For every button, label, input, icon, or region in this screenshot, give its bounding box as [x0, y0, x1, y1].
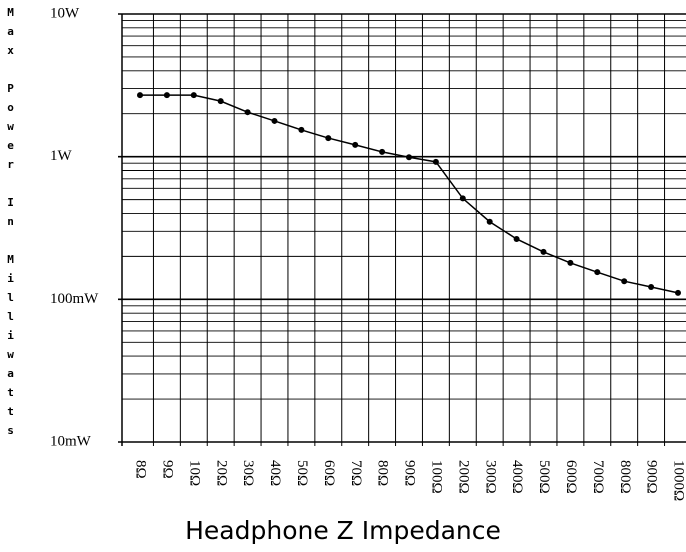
x-tick-label: 20Ω	[213, 460, 229, 486]
point	[406, 154, 412, 161]
x-tick-label: 10Ω	[186, 460, 202, 486]
point	[621, 278, 628, 285]
x-tick-label: 90Ω	[402, 460, 418, 486]
point	[298, 126, 305, 133]
point	[325, 135, 332, 142]
point	[379, 148, 386, 155]
x-tick-label: 900Ω	[644, 460, 660, 494]
x-tick-label: 600Ω	[563, 460, 579, 494]
x-axis-label: Headphone Z Impedance	[185, 516, 501, 545]
x-tick-label: 800Ω	[617, 460, 633, 494]
point	[594, 269, 601, 276]
x-tick-label: 40Ω	[267, 460, 283, 486]
point	[513, 235, 520, 242]
point	[137, 92, 143, 99]
point	[486, 218, 493, 225]
point	[217, 98, 224, 105]
point	[459, 195, 466, 202]
y-tick-label: 10W	[50, 5, 80, 21]
x-tick-label: 70Ω	[348, 460, 364, 486]
x-tick-label: 50Ω	[294, 460, 310, 486]
y-tick-label: 1W	[50, 148, 73, 164]
point	[271, 117, 278, 124]
x-tick-label: 60Ω	[321, 460, 337, 486]
x-tick-label: 100Ω	[428, 460, 444, 494]
y-axis-label: Max Power In Milliwatts	[4, 6, 17, 443]
point	[567, 259, 574, 266]
point	[540, 248, 547, 255]
x-tick-label: 300Ω	[482, 460, 498, 494]
point	[675, 289, 681, 296]
point	[352, 141, 359, 148]
point	[190, 92, 197, 99]
y-tick-label: 10mW	[50, 433, 92, 449]
point	[432, 158, 439, 165]
x-tick-label: 9Ω	[159, 460, 175, 479]
x-tick-label: 80Ω	[375, 460, 391, 486]
point	[648, 284, 655, 291]
point	[163, 92, 170, 99]
x-tick-label: 8Ω	[133, 460, 149, 479]
line	[140, 94, 679, 294]
x-tick-label: 30Ω	[240, 460, 256, 486]
x-tick-label: 400Ω	[509, 460, 525, 494]
y-tick-label: 100mW	[50, 291, 99, 307]
point	[244, 109, 251, 116]
x-tick-label: 500Ω	[536, 460, 552, 494]
x-tick-label: 700Ω	[590, 460, 606, 494]
x-tick-label: 200Ω	[455, 460, 471, 494]
x-tick-label: 1000Ω	[671, 460, 686, 501]
